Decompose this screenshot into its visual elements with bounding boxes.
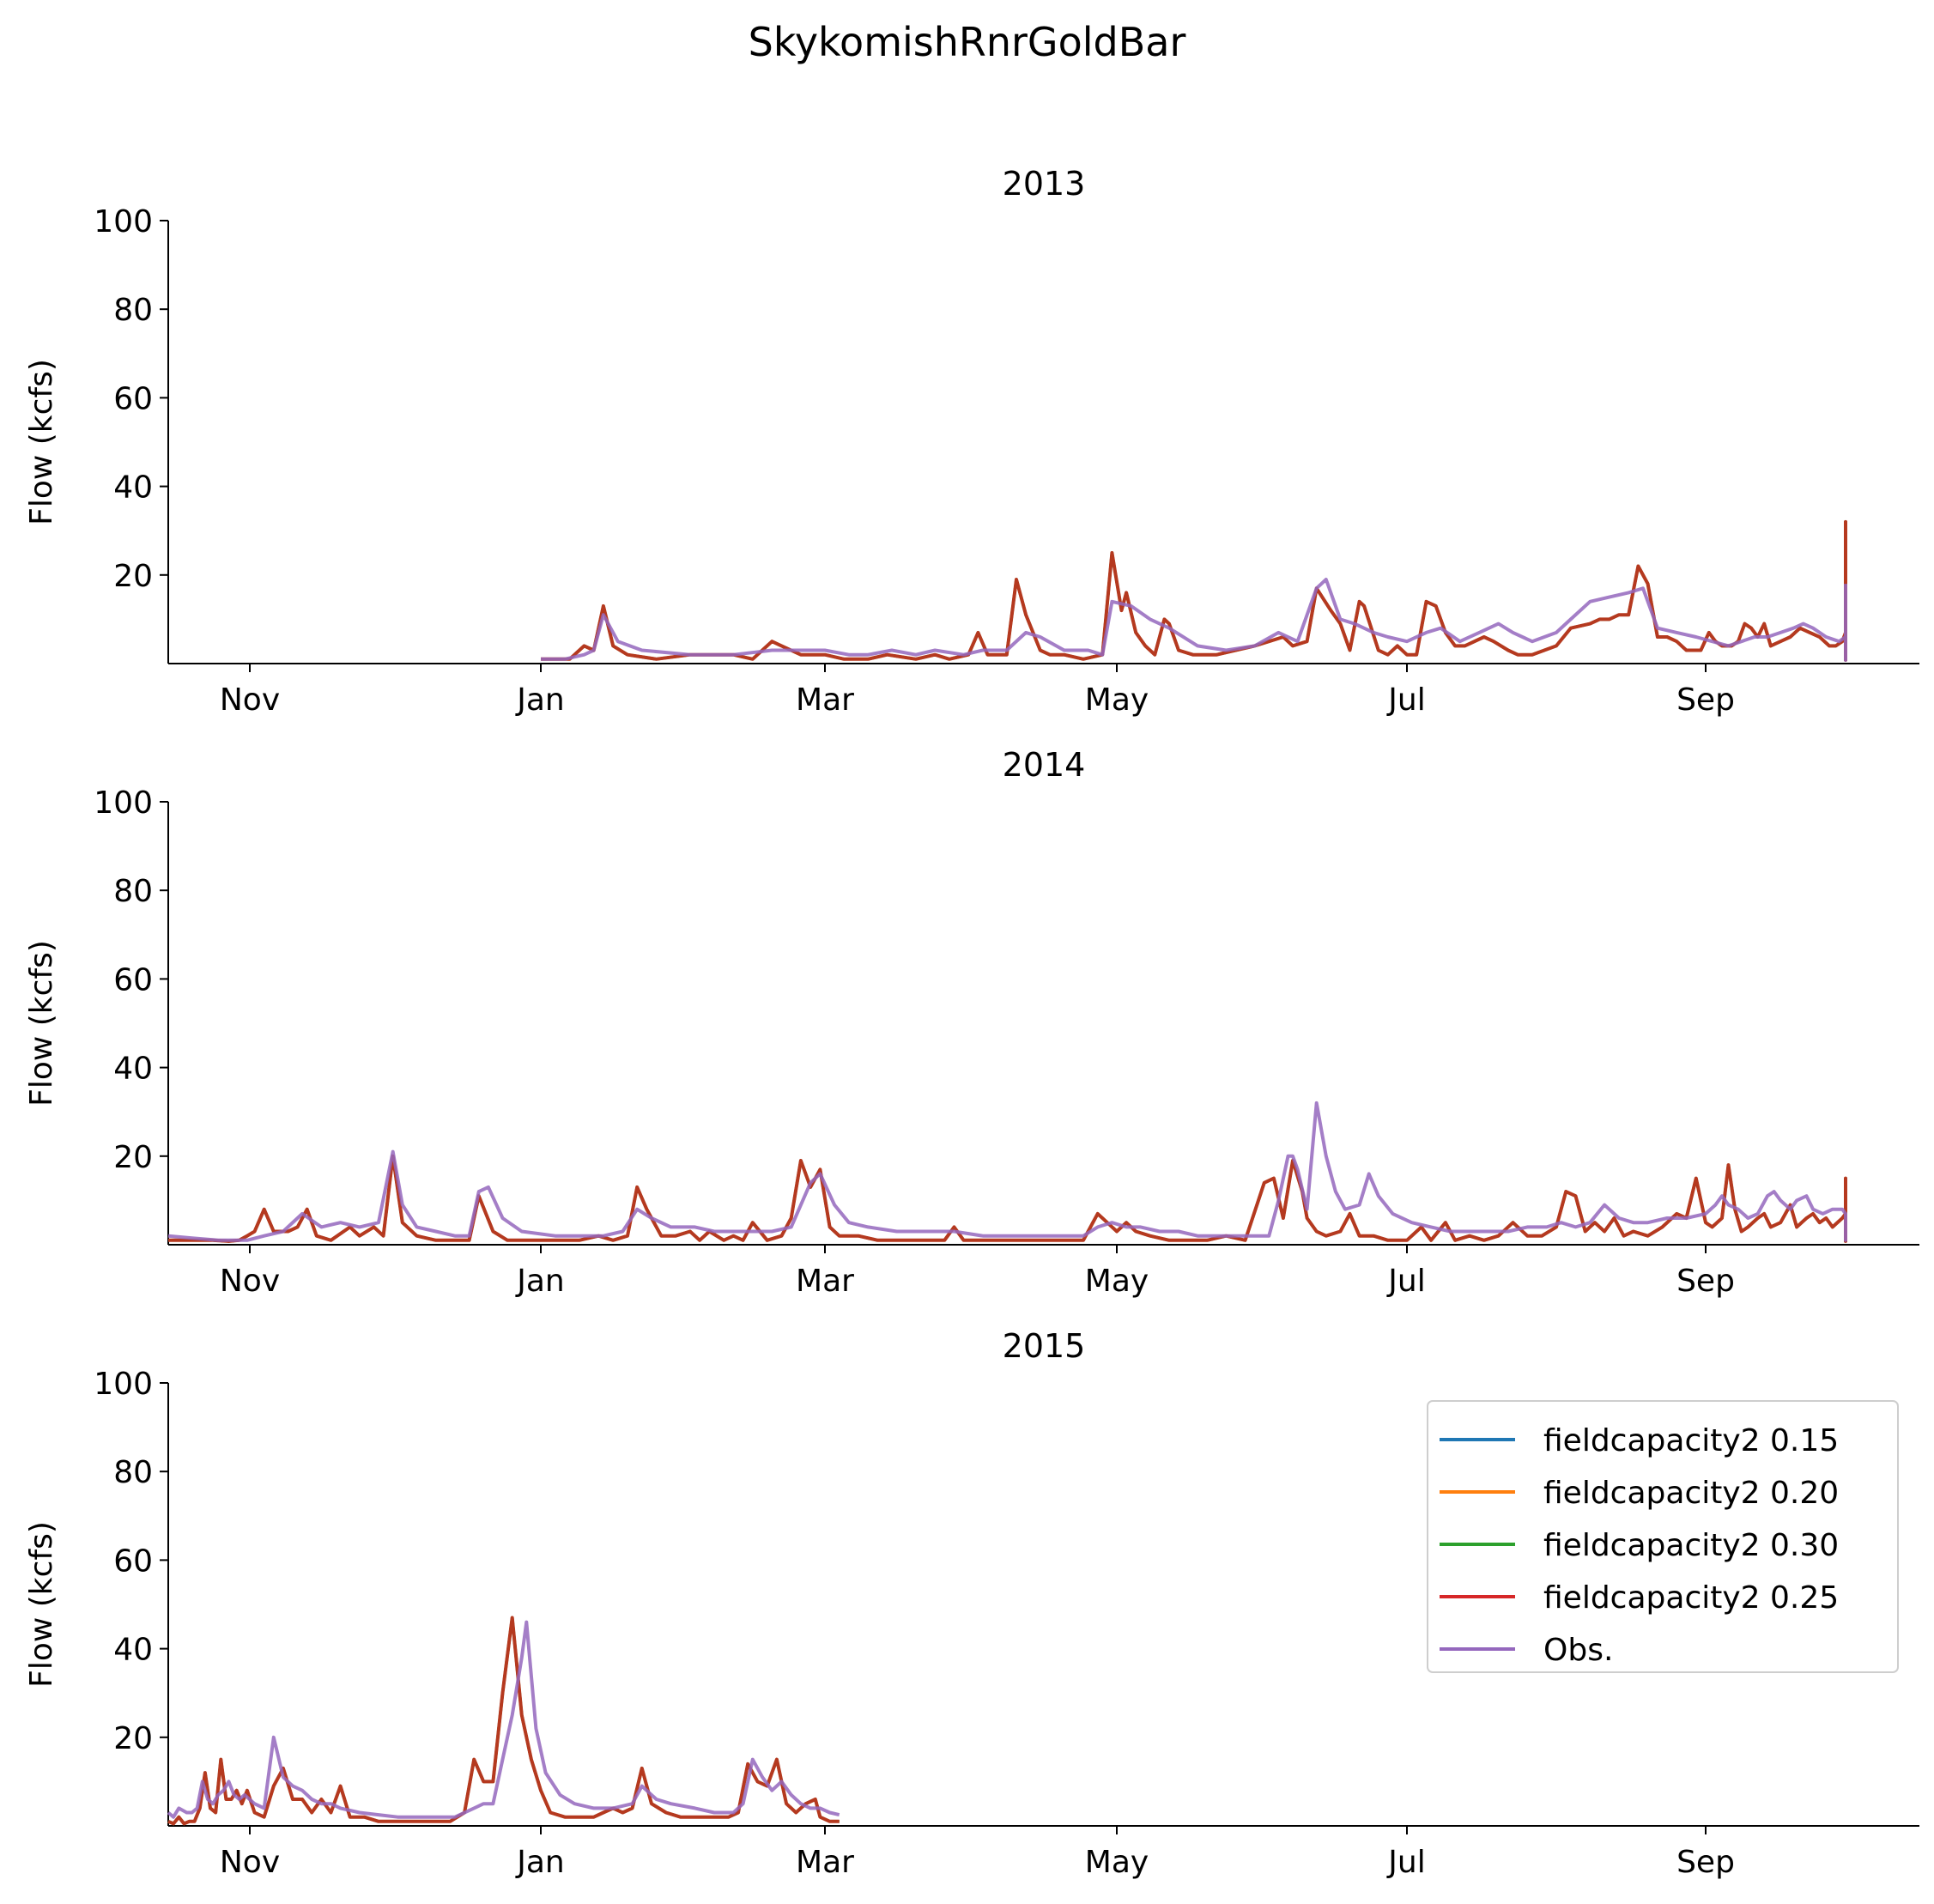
y-tick-label: 80 <box>113 1455 153 1490</box>
x-tick-label: Jul <box>1386 1845 1425 1880</box>
y-tick-label: 80 <box>113 874 153 909</box>
legend-label: fieldcapacity2 0.20 <box>1543 1476 1839 1511</box>
y-tick-label: 60 <box>113 962 153 997</box>
subplot-2015: 2015 20 40 60 80 100 Nov Jan Mar May Jul Sep Flow (k… <box>24 1327 1919 1880</box>
y-tick-label: 100 <box>94 785 153 821</box>
x-tick-label: Sep <box>1676 1845 1735 1880</box>
y-tick-label: 40 <box>113 1052 153 1087</box>
legend-label: fieldcapacity2 0.30 <box>1543 1528 1839 1563</box>
y-tick-label: 60 <box>113 381 153 416</box>
legend: fieldcapacity2 0.15 fieldcapacity2 0.20 fi… <box>1427 1400 1899 1673</box>
series-fieldcapacity2-0.30 <box>167 1616 840 1826</box>
y-tick-label: 20 <box>113 1721 153 1756</box>
subplot-2013: 2013 20 40 60 80 100 Nov Jan Mar May Jul Sep Flow (k… <box>24 165 1919 718</box>
x-tick-label: Mar <box>796 1845 854 1880</box>
subplot-2014: 2014 20 40 60 80 100 Nov Jan Mar May Jul Sep Flow (k… <box>24 746 1919 1299</box>
legend-label: fieldcapacity2 0.25 <box>1543 1580 1839 1616</box>
x-tick-label: Nov <box>220 1264 280 1299</box>
y-axis-label: Flow (kcfs) <box>24 359 59 525</box>
x-tick-label: Jan <box>515 682 565 718</box>
y-tick-label: 60 <box>113 1543 153 1579</box>
legend-label: Obs. <box>1543 1633 1613 1668</box>
x-tick-label: Sep <box>1676 682 1735 718</box>
y-tick-label: 100 <box>94 204 153 240</box>
y-tick-label: 20 <box>113 1140 153 1175</box>
x-tick-label: Mar <box>796 1264 854 1299</box>
y-tick-label: 80 <box>113 293 153 328</box>
x-tick-label: May <box>1085 1845 1149 1880</box>
legend-box <box>1427 1400 1899 1673</box>
y-tick-label: 100 <box>94 1367 153 1402</box>
series-obs <box>167 1620 840 1819</box>
figure-title: SkykomishRnrGoldBar <box>748 19 1186 65</box>
y-axis-label: Flow (kcfs) <box>24 1521 59 1688</box>
series-fieldcapacity2-0.25 <box>167 1616 840 1826</box>
y-tick-label: 40 <box>113 1633 153 1668</box>
x-tick-label: Nov <box>220 1845 280 1880</box>
subplots: 2013 20 40 60 80 100 Nov Jan Mar May Jul Sep Flow (k… <box>24 165 1919 1880</box>
series-fieldcapacity2-0.15 <box>167 1616 840 1826</box>
subplot-title: 2015 <box>1003 1327 1086 1365</box>
x-tick-label: Mar <box>796 682 854 718</box>
x-tick-label: Nov <box>220 682 280 718</box>
y-tick-label: 20 <box>113 559 153 594</box>
y-tick-label: 40 <box>113 470 153 506</box>
series-obs <box>541 578 1847 662</box>
x-tick-label: Sep <box>1676 1264 1735 1299</box>
subplot-title: 2014 <box>1003 746 1086 784</box>
x-tick-label: Jan <box>515 1264 565 1299</box>
x-tick-label: Jul <box>1386 1264 1425 1299</box>
y-axis-label: Flow (kcfs) <box>24 940 59 1107</box>
subplot-title: 2013 <box>1003 165 1086 203</box>
x-tick-label: Jul <box>1386 682 1425 718</box>
series-obs <box>167 1101 1847 1242</box>
legend-label: fieldcapacity2 0.15 <box>1543 1423 1839 1458</box>
series-fieldcapacity2-0.20 <box>167 1616 840 1826</box>
x-tick-label: Jan <box>515 1845 565 1880</box>
x-tick-label: May <box>1085 1264 1149 1299</box>
series-fieldcapacity2-0.25 <box>541 519 1847 662</box>
x-tick-label: May <box>1085 682 1149 718</box>
